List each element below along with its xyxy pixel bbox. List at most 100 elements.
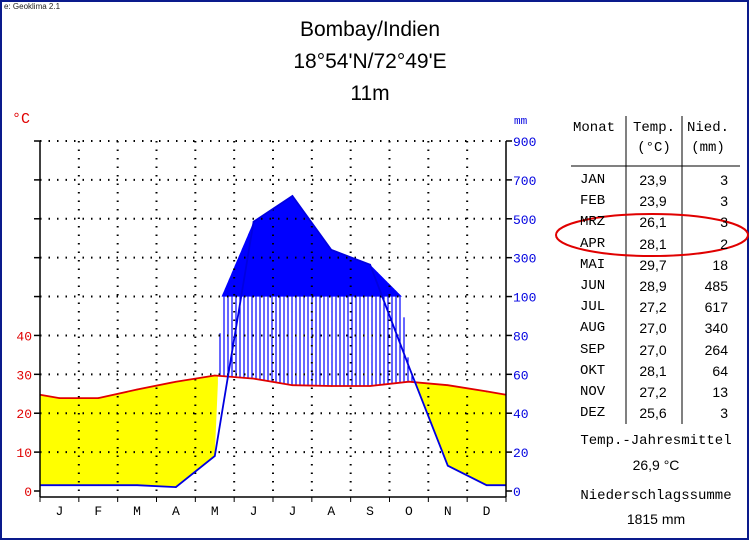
precipitation-point	[175, 486, 177, 488]
row-month: AUG	[580, 320, 606, 337]
temperature-point	[58, 397, 61, 399]
row-temp: 27,0	[639, 320, 667, 337]
row-prec: 3	[720, 214, 728, 231]
month-label: D	[483, 504, 491, 519]
precipitation-point	[369, 263, 371, 266]
annual-temp-value: 26,9 °C	[632, 457, 680, 473]
chart-title: Bombay/Indien	[299, 18, 441, 41]
row-temp: 27,0	[639, 341, 667, 358]
table-row: JUN 28,9 485	[566, 276, 746, 297]
row-prec: 617	[704, 299, 728, 316]
temperature-point	[485, 390, 488, 393]
right-tick-label: 700	[513, 174, 536, 189]
month-label: A	[172, 504, 180, 519]
precipitation-point	[485, 484, 488, 486]
left-tick-label: 40	[16, 329, 32, 344]
row-temp: 26,1	[639, 214, 667, 231]
temperature-point	[136, 388, 138, 391]
row-month: OKT	[580, 362, 606, 379]
row-temp: 23,9	[639, 172, 667, 188]
row-prec: 64	[712, 362, 728, 379]
table-row: OKT 28,1 64	[566, 361, 746, 382]
month-label: S	[366, 504, 374, 519]
annual-prec-label: Niederschlagssumme	[580, 488, 732, 504]
month-label: O	[405, 504, 413, 519]
left-tick-label: 0	[24, 485, 32, 500]
header-month: Monat	[572, 120, 615, 136]
row-month: APR	[580, 235, 606, 252]
precipitation-point	[330, 249, 333, 251]
row-month: SEP	[580, 341, 606, 358]
header-prec: Nied.	[686, 120, 729, 136]
table-row: APR 28,1 2	[566, 234, 746, 255]
right-tick-label: 20	[513, 446, 529, 461]
row-prec: 340	[704, 320, 728, 337]
row-month: MRZ	[580, 214, 606, 231]
row-temp: 25,6	[639, 405, 667, 422]
right-tick-label: 100	[513, 291, 536, 306]
table-row: FEB 23,9 3	[566, 191, 746, 212]
left-tick-label: 30	[16, 368, 32, 383]
precipitation-point	[58, 484, 61, 486]
table-row: AUG 27,0 340	[566, 318, 746, 339]
temperature-point	[252, 377, 255, 380]
row-prec: 485	[704, 278, 728, 294]
row-month: DEZ	[580, 405, 606, 422]
header-temp-unit: (°C)	[637, 140, 671, 156]
row-prec: 3	[720, 193, 728, 210]
right-tick-label: 80	[513, 329, 529, 344]
chart-coordinates: 18°54'N/72°49'E	[293, 50, 447, 73]
chart-elevation: 11m	[350, 82, 390, 105]
month-label: J	[250, 504, 258, 519]
temperature-point	[446, 384, 449, 387]
precipitation-point	[291, 195, 294, 197]
month-label: J	[56, 504, 64, 519]
row-temp: 23,9	[639, 193, 667, 210]
month-label: A	[327, 504, 335, 519]
table-row: DEZ 25,6 3	[566, 403, 746, 424]
temperature-line	[39, 374, 507, 400]
table-row: MAI 29,7 18	[566, 255, 746, 276]
row-temp: 28,1	[639, 362, 667, 379]
row-month: JUL	[580, 299, 606, 316]
left-axis-unit: °C	[12, 111, 30, 128]
right-tick-label: 900	[513, 135, 536, 150]
row-month: JAN	[580, 172, 606, 188]
row-temp: 27,2	[639, 384, 667, 400]
row-prec: 3	[720, 172, 728, 188]
header-temp: Temp.	[632, 120, 675, 136]
precipitation-point	[252, 220, 255, 223]
row-temp: 29,7	[639, 256, 667, 273]
precipitation-point	[408, 365, 410, 368]
right-tick-label: 500	[513, 213, 536, 228]
app-title: e: Geoklima 2.1	[4, 2, 61, 11]
arid-period-area	[415, 382, 506, 486]
temperature-point	[175, 380, 177, 383]
temperature-point	[291, 384, 294, 387]
annual-prec-value: 1815 mm	[626, 511, 686, 527]
left-tick-label: 20	[16, 407, 32, 422]
month-label: M	[211, 504, 219, 519]
month-label: F	[94, 504, 102, 519]
precipitation-point	[97, 484, 100, 486]
temperature-point	[369, 385, 371, 387]
month-label: N	[444, 504, 452, 519]
precipitation-point	[446, 464, 449, 467]
row-month: MAI	[580, 256, 606, 273]
table-row: JUL 27,2 617	[566, 297, 746, 318]
left-tick-label: 10	[16, 446, 32, 461]
arid-period-area	[40, 375, 218, 488]
row-prec: 18	[712, 256, 728, 273]
row-temp: 27,2	[639, 299, 667, 316]
month-label: J	[289, 504, 297, 519]
precipitation-point	[213, 455, 216, 457]
header-prec-unit: (mm)	[691, 140, 725, 156]
temperature-point	[97, 397, 100, 399]
table-row: NOV 27,2 13	[566, 382, 746, 403]
month-label: M	[133, 504, 141, 519]
row-month: NOV	[580, 384, 606, 400]
row-temp: 28,1	[639, 235, 667, 252]
table-row: JAN 23,9 3	[566, 170, 746, 191]
right-tick-label: 60	[513, 368, 529, 383]
